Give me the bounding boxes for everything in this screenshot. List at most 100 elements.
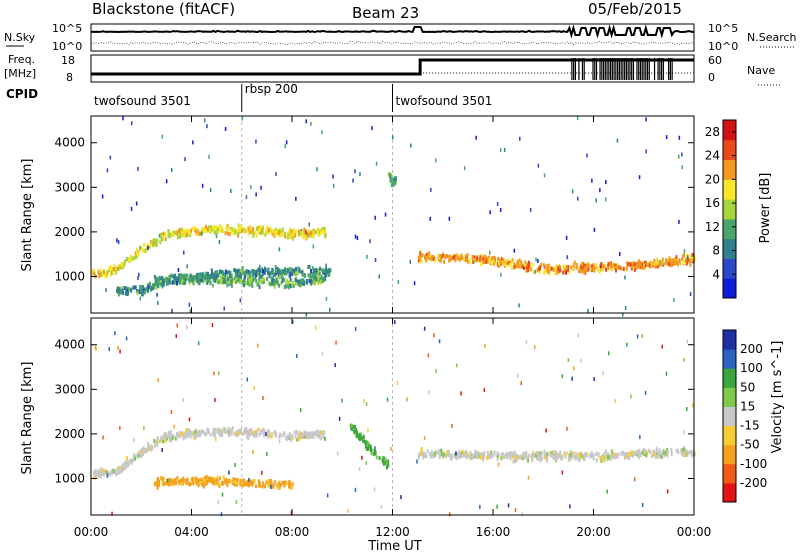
range-cell <box>258 481 261 486</box>
range-cell <box>118 469 121 474</box>
range-cell <box>180 274 182 279</box>
range-cell <box>145 287 148 292</box>
range-cell <box>660 261 663 266</box>
noise-right-label: N.Search <box>747 31 797 44</box>
range-cell <box>432 256 435 261</box>
range-cell <box>561 374 564 379</box>
range-cell <box>249 432 252 437</box>
range-cell <box>654 450 657 455</box>
range-cell <box>111 511 113 516</box>
range-cell <box>374 215 376 220</box>
range-cell <box>303 274 306 279</box>
range-cell <box>525 451 528 455</box>
range-cell <box>554 450 557 455</box>
range-cell <box>234 272 237 277</box>
range-cell <box>424 255 427 260</box>
range-cell <box>321 430 324 435</box>
range-cell <box>168 280 171 285</box>
range-cell <box>244 269 247 274</box>
range-cell <box>278 283 280 288</box>
velocity-colorbar-label: Velocity [m s^-1] <box>770 341 785 454</box>
range-cell <box>489 210 491 215</box>
range-cell <box>291 233 294 238</box>
range-cell <box>186 228 188 233</box>
range-cell <box>209 227 212 232</box>
range-cell <box>166 478 169 483</box>
range-cell <box>520 264 523 269</box>
range-cell <box>308 431 311 436</box>
range-cell <box>250 280 253 285</box>
range-cell <box>465 258 468 262</box>
range-cell <box>291 231 294 236</box>
range-cell <box>178 234 181 239</box>
range-cell <box>255 192 257 197</box>
range-cell <box>579 265 582 270</box>
range-cell <box>295 271 298 276</box>
range-cell <box>160 282 162 287</box>
range-cell <box>483 256 486 261</box>
range-cell <box>626 261 628 266</box>
range-cell <box>569 504 571 509</box>
range-cell <box>554 271 557 276</box>
range-cell <box>279 273 282 278</box>
range-cell <box>295 279 298 284</box>
range-cell <box>397 280 400 284</box>
range-cell <box>456 363 458 368</box>
range-cell <box>156 439 159 444</box>
range-cell <box>587 308 589 313</box>
range-cell <box>294 277 297 282</box>
range-cell <box>616 263 619 268</box>
range-cell <box>590 451 593 456</box>
range-cell <box>130 206 133 211</box>
range-cell <box>133 255 136 260</box>
range-cell <box>510 265 513 270</box>
range-cell <box>320 430 323 435</box>
range-cell <box>497 256 500 261</box>
range-cell <box>116 467 119 472</box>
range-cell <box>437 450 440 455</box>
velocity-colorbar-tick-label: -15 <box>740 419 760 433</box>
range-cell <box>172 233 175 237</box>
range-cell <box>98 274 101 279</box>
range-cell <box>95 471 97 476</box>
range-cell <box>456 454 459 459</box>
range-cell <box>198 232 201 237</box>
range-cell <box>202 273 205 278</box>
range-cell <box>106 270 109 274</box>
range-cell <box>318 432 321 437</box>
range-cell <box>354 428 357 433</box>
range-cell <box>497 260 500 265</box>
range-cell <box>661 455 664 460</box>
range-cell <box>590 264 593 269</box>
range-cell <box>625 454 628 459</box>
range-cell <box>566 255 569 260</box>
range-cell <box>243 283 246 288</box>
frequency-trace <box>91 58 694 76</box>
range-cell <box>324 234 327 239</box>
range-cell <box>289 434 292 438</box>
range-cell <box>146 243 149 248</box>
range-cell <box>207 227 209 232</box>
range-cell <box>182 280 185 285</box>
range-cell <box>625 266 628 271</box>
range-cell <box>513 450 516 455</box>
range-cell <box>366 254 368 259</box>
range-cell <box>221 431 224 436</box>
noise-search-trace <box>90 40 695 46</box>
range-cell <box>267 429 270 433</box>
range-cell <box>212 274 215 279</box>
range-cell <box>664 260 667 265</box>
range-cell <box>255 273 257 278</box>
range-cell <box>203 227 206 231</box>
range-cell <box>179 478 182 483</box>
range-cell <box>226 283 229 288</box>
range-cell <box>675 255 678 260</box>
range-cell <box>669 258 671 263</box>
range-cell <box>248 480 251 485</box>
range-cell <box>576 265 579 270</box>
range-cell <box>586 453 589 458</box>
velocity-colorbar-tick-label: -100 <box>740 457 767 471</box>
range-cell <box>181 477 184 482</box>
range-cell <box>257 479 260 484</box>
range-cell <box>175 433 178 438</box>
